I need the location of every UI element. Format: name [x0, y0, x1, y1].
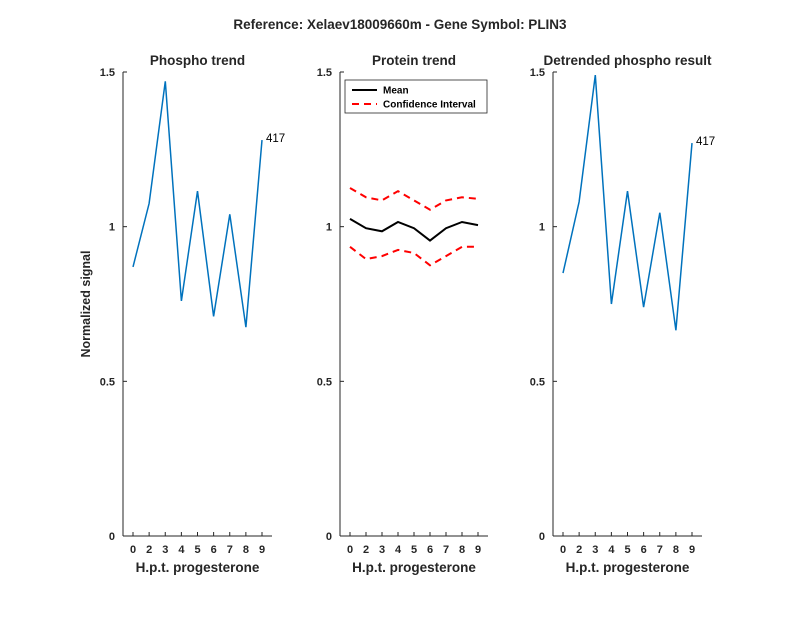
- x-tick-label: 3: [379, 544, 385, 556]
- x-tick-label: 0: [560, 544, 566, 556]
- x-tick-label: 5: [624, 544, 630, 556]
- x-tick-label: 3: [162, 544, 168, 556]
- y-tick-label: 1: [109, 222, 115, 234]
- panel-title: Detrended phospho result: [543, 53, 712, 68]
- y-tick-label: 0: [539, 531, 545, 543]
- x-tick-label: 6: [427, 544, 433, 556]
- point-annotation: 417: [266, 133, 285, 145]
- x-tick-label: 4: [178, 544, 185, 556]
- legend-box: [344, 79, 488, 114]
- x-tick-label: 6: [641, 544, 647, 556]
- x-tick-label: 4: [395, 544, 402, 556]
- x-tick-label: 7: [657, 544, 663, 556]
- series-line-0: [349, 218, 479, 242]
- x-tick-label: 0: [347, 544, 353, 556]
- x-tick-label: 8: [459, 544, 465, 556]
- series-line-2: [349, 245, 478, 267]
- x-tick-label: 6: [211, 544, 217, 556]
- x-tick-label: 5: [194, 544, 200, 556]
- x-tick-label: 2: [576, 544, 582, 556]
- y-tick-label: 1.5: [317, 67, 332, 79]
- y-tick-label: 0: [109, 531, 115, 543]
- x-tick-label: 8: [243, 544, 249, 556]
- x-tick-label: 0: [130, 544, 136, 556]
- x-tick-label: 4: [608, 544, 615, 556]
- x-tick-label: 8: [673, 544, 679, 556]
- x-tick-label: 9: [259, 544, 265, 556]
- x-axis-label: H.p.t. progesterone: [352, 560, 476, 575]
- x-tick-label: 9: [689, 544, 695, 556]
- y-tick-label: 1: [539, 222, 545, 234]
- y-tick-label: 0.5: [530, 376, 545, 388]
- series-line-0: [562, 75, 693, 331]
- series-line-0: [132, 81, 263, 328]
- y-tick-label: 0.5: [317, 376, 332, 388]
- x-tick-label: 9: [475, 544, 481, 556]
- x-axis-label: H.p.t. progesterone: [136, 560, 260, 575]
- figure-suptitle: Reference: Xelaev18009660m - Gene Symbol…: [233, 17, 567, 32]
- x-tick-label: 7: [227, 544, 233, 556]
- panel-title: Phospho trend: [150, 53, 245, 68]
- y-axis-label: Normalized signal: [79, 251, 93, 358]
- x-tick-label: 7: [443, 544, 449, 556]
- x-tick-label: 2: [363, 544, 369, 556]
- x-axis-label: H.p.t. progesterone: [566, 560, 690, 575]
- panel-title: Protein trend: [372, 53, 456, 68]
- y-tick-label: 1.5: [530, 67, 545, 79]
- y-tick-label: 1.5: [100, 67, 115, 79]
- x-tick-label: 3: [592, 544, 598, 556]
- x-tick-label: 5: [411, 544, 417, 556]
- y-tick-label: 0.5: [100, 376, 115, 388]
- y-tick-label: 1: [326, 222, 332, 234]
- point-annotation: 417: [696, 136, 715, 148]
- legend-label: Mean: [383, 86, 409, 97]
- y-tick-label: 0: [326, 531, 332, 543]
- x-tick-label: 2: [146, 544, 152, 556]
- legend-label: Confidence Interval: [383, 100, 476, 111]
- series-line-1: [349, 187, 479, 211]
